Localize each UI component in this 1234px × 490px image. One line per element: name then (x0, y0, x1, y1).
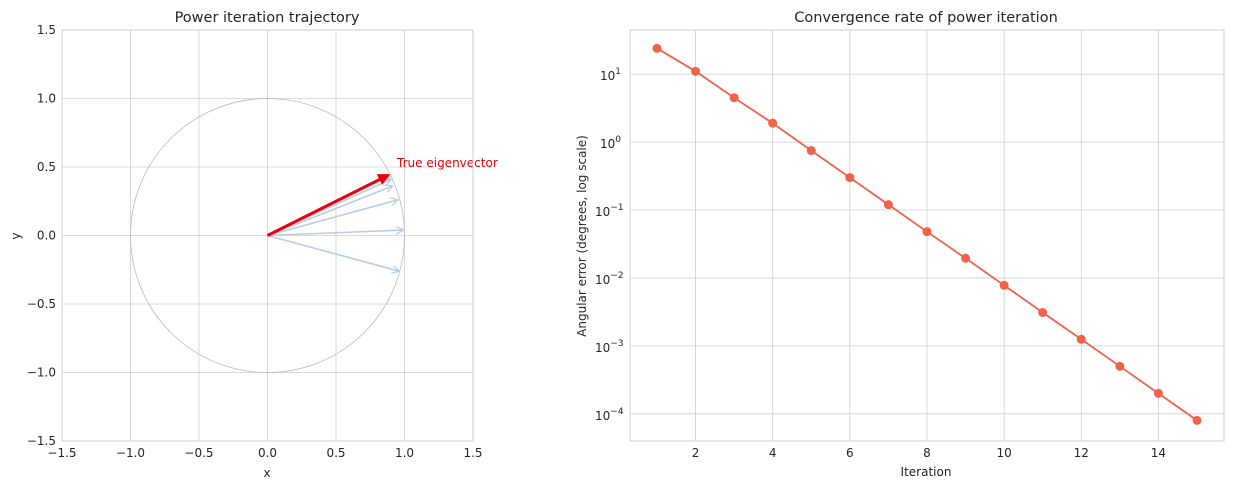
true-eigenvector-arrow (266, 173, 391, 237)
trajectory-y-axis-label: y (9, 232, 23, 239)
trajectory-x-ticks: −1.5 −1.0 −0.5 0.0 0.5 1.0 1.5 (47, 446, 482, 460)
convergence-y-tick-label: 10−1 (595, 203, 624, 219)
trajectory-y-tick-label: 1.5 (37, 23, 56, 37)
convergence-x-ticks: 2 4 6 8 10 12 14 (692, 446, 1166, 460)
trajectory-y-tick-label: −0.5 (27, 297, 56, 311)
trajectory-y-tick-label: 0.0 (37, 229, 56, 243)
convergence-x-tick-label: 2 (692, 446, 700, 460)
trajectory-x-axis-label: x (263, 466, 270, 480)
trajectory-x-tick-label: −0.5 (184, 446, 213, 460)
iterate-arrow (267, 186, 393, 237)
trajectory-x-tick-label: 1.0 (395, 446, 414, 460)
trajectory-y-tick-label: 0.5 (37, 160, 56, 174)
trajectory-x-tick-label: 1.5 (463, 446, 482, 460)
true-eigenvector-label: True eigenvector (396, 156, 498, 170)
iterate-arrow (267, 230, 404, 237)
convergence-y-tick-label: 101 (600, 67, 621, 83)
convergence-x-tick-label: 10 (997, 446, 1012, 460)
error-point (768, 118, 778, 128)
convergence-x-axis-label: Iteration (901, 465, 952, 479)
error-point (922, 227, 932, 237)
iterate-arrow (267, 200, 398, 237)
trajectory-y-tick-label: 1.0 (37, 92, 56, 106)
convergence-y-ticks: 10−4 10−3 10−2 10−1 100 101 (595, 67, 624, 423)
error-point (652, 43, 662, 53)
error-point (1115, 361, 1125, 371)
convergence-x-tick-label: 12 (1074, 446, 1089, 460)
error-point (845, 173, 855, 183)
error-point (1153, 388, 1163, 398)
convergence-x-tick-label: 8 (923, 446, 931, 460)
trajectory-chart-title: Power iteration trajectory (175, 10, 360, 26)
error-point (1192, 415, 1202, 425)
trajectory-y-ticks: −1.5 −1.0 −0.5 0.0 0.5 1.0 1.5 (27, 23, 56, 448)
convergence-x-tick-label: 6 (846, 446, 854, 460)
trajectory-x-tick-label: −1.0 (116, 446, 145, 460)
convergence-y-tick-label: 10−4 (595, 407, 624, 423)
trajectory-y-tick-label: −1.5 (27, 434, 56, 448)
error-series-points (652, 43, 1202, 425)
error-point (1038, 308, 1048, 318)
convergence-y-axis-label: Angular error (degrees, log scale) (575, 135, 589, 337)
convergence-x-tick-label: 4 (769, 446, 777, 460)
trajectory-chart: Power iteration trajectory True eigenvec… (9, 10, 498, 480)
convergence-plot-frame (629, 29, 1225, 442)
trajectory-plot-frame (61, 29, 474, 442)
trajectory-x-tick-label: 0.0 (258, 446, 277, 460)
convergence-x-tick-label: 14 (1151, 446, 1166, 460)
error-point (883, 200, 893, 210)
error-point (961, 253, 971, 263)
trajectory-x-tick-label: −1.5 (47, 446, 76, 460)
convergence-chart-title: Convergence rate of power iteration (794, 10, 1058, 26)
unit-circle (130, 98, 405, 373)
convergence-y-tick-label: 100 (600, 135, 621, 151)
convergence-y-tick-label: 10−3 (595, 339, 624, 355)
trajectory-y-tick-label: −1.0 (27, 366, 56, 380)
convergence-y-tick-label: 10−2 (595, 271, 624, 287)
error-point (999, 280, 1009, 290)
trajectory-x-tick-label: 0.5 (326, 446, 345, 460)
error-point (691, 66, 701, 76)
iterate-arrow (267, 234, 400, 272)
error-point (806, 146, 816, 156)
convergence-chart: Convergence rate of power iteration 2 4 6 8… (575, 10, 1225, 479)
error-point (729, 93, 739, 103)
error-point (1076, 334, 1086, 344)
